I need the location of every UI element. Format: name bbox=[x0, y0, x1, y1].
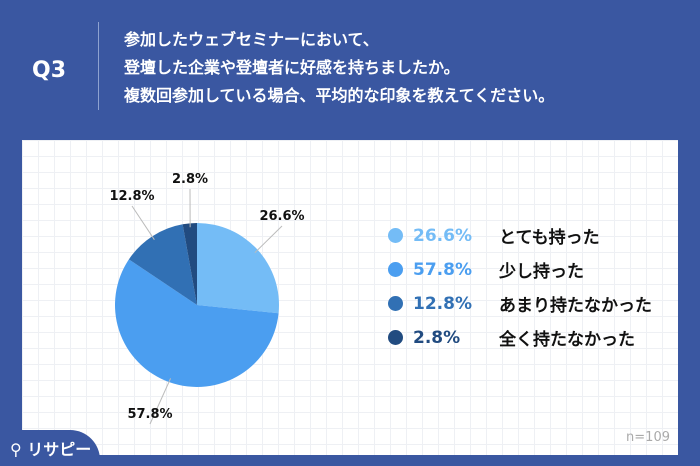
divider bbox=[98, 22, 99, 110]
pie-slice bbox=[128, 224, 197, 305]
legend-label: 全く持たなかった bbox=[499, 330, 635, 350]
pie-slice bbox=[115, 259, 279, 387]
legend-item: 57.8% 少し持った bbox=[388, 257, 584, 282]
leader-line bbox=[149, 378, 172, 425]
legend-dot bbox=[388, 296, 403, 311]
title-line: 登壇した企業や登壇者に好感を持ちましたか。 bbox=[124, 58, 460, 77]
chart-panel bbox=[22, 140, 678, 455]
legend-item: 2.8% 全く持たなかった bbox=[388, 325, 635, 350]
legend-value: 12.8% bbox=[413, 293, 472, 314]
logo: ⚲ リサピー bbox=[0, 430, 100, 466]
legend-dot bbox=[388, 228, 403, 243]
data-label: 26.6% bbox=[259, 209, 304, 224]
legend-value: 2.8% bbox=[413, 327, 461, 348]
leader-line bbox=[131, 205, 155, 240]
data-label: 57.8% bbox=[127, 407, 172, 422]
legend-dot bbox=[388, 262, 403, 277]
pie-slice bbox=[182, 223, 197, 305]
legend-item: 12.8% あまり持たなかった bbox=[388, 291, 652, 316]
title-line: 複数回参加している場合、平均的な印象を教えてください。 bbox=[124, 86, 555, 105]
pie-slice bbox=[197, 223, 280, 314]
legend-label: とても持った bbox=[499, 228, 600, 248]
question-number: Q3 bbox=[32, 58, 67, 83]
data-label: 2.8% bbox=[172, 172, 208, 187]
title-line: 参加したウェブセミナーにおいて、 bbox=[124, 30, 379, 49]
leader-line bbox=[254, 225, 283, 254]
legend-item: 26.6% とても持った bbox=[388, 223, 600, 248]
logo-text: リサピー bbox=[27, 440, 92, 459]
legend-value: 57.8% bbox=[413, 259, 472, 280]
legend-label: あまり持たなかった bbox=[499, 296, 652, 316]
legend-dot bbox=[388, 330, 403, 345]
legend-value: 26.6% bbox=[413, 225, 472, 246]
question-title: 参加したウェブセミナーにおいて、 登壇した企業や登壇者に好感を持ちましたか。 複… bbox=[124, 26, 554, 110]
sample-size: n=109 bbox=[626, 430, 670, 445]
pin-icon: ⚲ bbox=[10, 440, 22, 459]
data-label: 12.8% bbox=[109, 189, 154, 204]
legend-label: 少し持った bbox=[499, 262, 584, 282]
